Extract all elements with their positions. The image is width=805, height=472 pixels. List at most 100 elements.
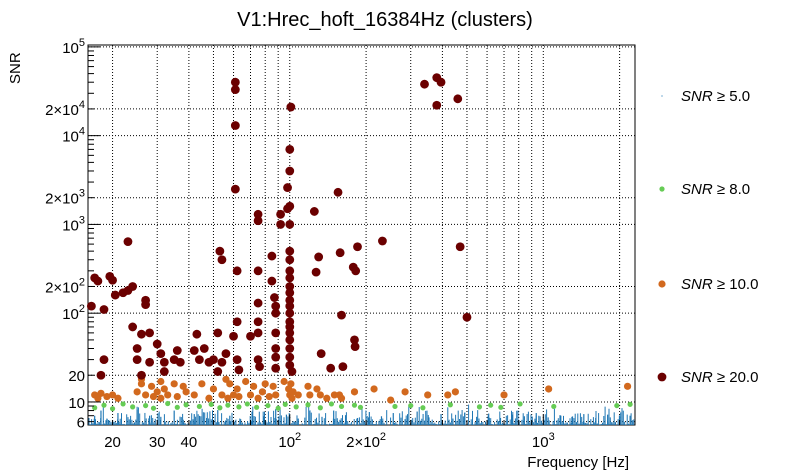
data-point <box>462 312 472 322</box>
data-point <box>305 402 311 408</box>
data-point <box>159 367 169 376</box>
data-point <box>165 400 171 407</box>
data-point <box>213 328 223 338</box>
snr5-point <box>404 419 406 425</box>
data-point <box>287 380 295 388</box>
data-point <box>444 391 452 399</box>
data-point <box>229 331 238 341</box>
data-point <box>174 404 180 410</box>
snr5-point <box>392 413 394 425</box>
snr5-point <box>488 413 490 425</box>
data-point <box>267 276 277 286</box>
axes-ticks <box>88 46 621 425</box>
y-tick-label: 104 <box>62 126 85 146</box>
snr5-point <box>182 419 184 425</box>
data-point <box>97 389 105 397</box>
snr5-point <box>523 416 525 425</box>
data-point <box>447 402 453 408</box>
data-point <box>623 382 632 390</box>
data-point <box>350 335 359 345</box>
data-point <box>145 328 155 338</box>
data-point <box>215 246 225 256</box>
data-point <box>378 236 387 246</box>
data-point <box>293 404 299 410</box>
snr5-point <box>629 415 631 425</box>
data-point <box>232 355 242 364</box>
snr5-point <box>499 417 502 425</box>
data-point <box>285 273 295 283</box>
x-axis-label: Frequency [Hz] <box>527 454 629 471</box>
legend-label: SNR ≥ 5.0 <box>681 88 750 105</box>
data-point <box>420 405 426 411</box>
data-point <box>209 355 218 364</box>
data-point <box>253 355 263 364</box>
data-point <box>157 394 165 402</box>
data-point <box>285 352 295 362</box>
snr5-point <box>206 417 208 425</box>
snr5-point <box>428 417 430 425</box>
y-tick-label: 102 <box>62 303 85 323</box>
snr5-point <box>160 416 162 425</box>
snr5-point <box>217 410 219 425</box>
data-point <box>109 406 116 412</box>
data-point <box>286 102 296 112</box>
data-point <box>551 403 557 410</box>
data-point <box>150 405 157 411</box>
snr5-point <box>583 414 585 425</box>
snr5-point <box>333 410 335 425</box>
x-tick-label: 102 <box>278 431 301 451</box>
snr5-point <box>251 411 253 425</box>
data-point <box>182 388 190 396</box>
data-point <box>453 94 463 104</box>
y-tick-label: 2×102 <box>45 276 85 296</box>
data-point <box>269 382 277 390</box>
data-point <box>387 396 395 404</box>
data-point <box>353 242 362 252</box>
data-point <box>285 166 295 176</box>
snr5-point <box>380 416 383 425</box>
data-point <box>217 255 227 265</box>
data-point <box>271 352 281 362</box>
data-point <box>333 187 343 197</box>
data-point <box>234 365 244 375</box>
snr5-point <box>559 415 561 425</box>
data-point <box>285 335 295 345</box>
data-point <box>265 392 273 401</box>
data-point <box>254 394 262 402</box>
data-point <box>370 385 378 393</box>
data-point <box>258 388 267 396</box>
legend-label: SNR ≥ 20.0 <box>681 369 758 386</box>
snr5-point <box>94 415 96 425</box>
snr5-point <box>607 414 609 425</box>
snr5-point <box>240 419 242 425</box>
data-point <box>272 391 280 399</box>
legend-marker <box>657 372 667 382</box>
data-point <box>276 209 285 219</box>
data-point <box>351 402 358 408</box>
snr5-point <box>285 414 288 425</box>
data-point <box>230 77 240 87</box>
data-point <box>242 377 250 386</box>
data-point <box>120 401 126 407</box>
data-point <box>156 349 166 359</box>
snr5-point <box>476 416 478 425</box>
data-point <box>110 290 120 300</box>
y-tick-label: 2×103 <box>45 188 85 208</box>
data-point <box>337 310 346 320</box>
snr5-point <box>117 413 119 425</box>
data-point <box>253 298 263 308</box>
snr5-point <box>263 416 265 425</box>
data-point <box>285 301 295 311</box>
snr5-point <box>127 420 129 425</box>
data-point <box>221 349 231 359</box>
data-point <box>265 402 271 409</box>
data-point <box>137 370 146 380</box>
data-point <box>338 403 345 410</box>
snr5-point <box>106 418 108 425</box>
x-tick-label: 2×102 <box>346 431 386 451</box>
data-point <box>164 391 172 399</box>
data-point <box>261 380 269 388</box>
data-point <box>172 346 182 355</box>
y-tick-label: 2×104 <box>45 99 85 119</box>
